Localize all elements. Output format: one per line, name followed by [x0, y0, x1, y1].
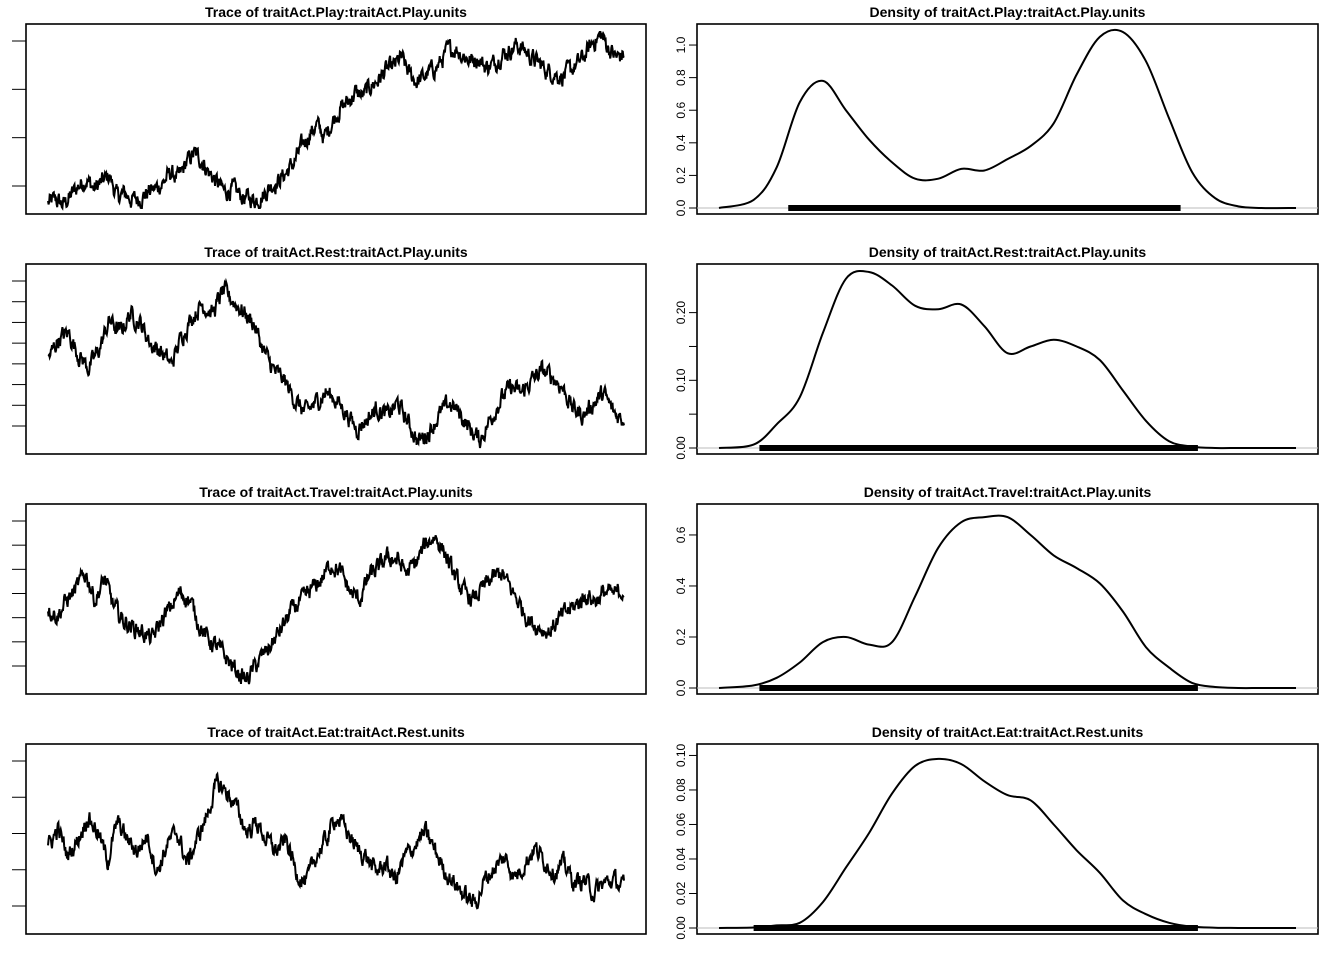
panel-title: Density of traitAct.Rest:traitAct.Play.u…	[869, 244, 1147, 260]
y-tick-label: 0.8	[674, 69, 688, 86]
y-tick-label: 0.00	[674, 436, 688, 460]
y-tick-label: 0.0	[674, 199, 688, 216]
y-tick-label: 0.04	[674, 847, 688, 871]
plot-frame	[25, 23, 647, 215]
y-tick-label: 0.06	[674, 812, 688, 836]
panel-title: Density of traitAct.Eat:traitAct.Rest.un…	[872, 724, 1144, 740]
density-curve	[718, 514, 1296, 690]
rug-marks	[759, 685, 1198, 691]
density-curve	[718, 757, 1296, 930]
plot-frame	[25, 263, 647, 455]
trace-panel-2: Trace of traitAct.Rest:traitAct.Play.uni…	[12, 244, 647, 455]
density-panel-4: Density of traitAct.Eat:traitAct.Rest.un…	[674, 724, 1319, 940]
density-panel-3: Density of traitAct.Travel:traitAct.Play…	[674, 484, 1319, 696]
trace-line	[47, 277, 625, 449]
y-tick-label: 0.4	[674, 577, 688, 594]
rug-marks	[753, 925, 1198, 931]
trace-line	[47, 534, 625, 685]
plot-frame	[696, 263, 1319, 455]
panel-title: Trace of traitAct.Eat:traitAct.Rest.unit…	[207, 724, 465, 740]
trace-line	[47, 31, 625, 211]
density-curve	[718, 269, 1296, 450]
trace-panel-1: Trace of traitAct.Play:traitAct.Play.uni…	[12, 4, 647, 215]
panel-title: Trace of traitAct.Travel:traitAct.Play.u…	[199, 484, 473, 500]
panel-title: Density of traitAct.Play:traitAct.Play.u…	[870, 4, 1146, 20]
density-panel-1: Density of traitAct.Play:traitAct.Play.u…	[674, 4, 1319, 216]
plot-frame	[25, 743, 647, 935]
y-tick-label: 0.08	[674, 778, 688, 802]
panel-title: Density of traitAct.Travel:traitAct.Play…	[864, 484, 1152, 500]
plot-frame	[696, 503, 1319, 695]
y-tick-label: 0.10	[674, 368, 688, 392]
trace-panel-4: Trace of traitAct.Eat:traitAct.Rest.unit…	[12, 724, 647, 935]
plot-frame	[696, 743, 1319, 935]
y-tick-label: 1.0	[674, 36, 688, 53]
panel-title: Trace of traitAct.Play:traitAct.Play.uni…	[205, 4, 467, 20]
y-tick-label: 0.02	[674, 881, 688, 905]
density-panel-2: Density of traitAct.Rest:traitAct.Play.u…	[674, 244, 1319, 460]
y-tick-label: 0.6	[674, 102, 688, 119]
y-tick-label: 0.10	[674, 743, 688, 767]
y-tick-label: 0.4	[674, 134, 688, 151]
y-tick-label: 0.20	[674, 301, 688, 325]
panel-title: Trace of traitAct.Rest:traitAct.Play.uni…	[204, 244, 468, 260]
plot-frame	[25, 503, 647, 695]
plot-frame	[696, 23, 1319, 215]
rug-marks	[759, 445, 1198, 451]
y-tick-label: 0.00	[674, 916, 688, 940]
trace-panel-3: Trace of traitAct.Travel:traitAct.Play.u…	[12, 484, 647, 695]
y-tick-label: 0.2	[674, 628, 688, 645]
y-tick-label: 0.2	[674, 167, 688, 184]
trace-line	[47, 771, 625, 910]
y-tick-label: 0.0	[674, 679, 688, 696]
y-tick-label: 0.6	[674, 526, 688, 543]
rug-marks	[788, 205, 1181, 211]
density-curve	[718, 28, 1297, 210]
